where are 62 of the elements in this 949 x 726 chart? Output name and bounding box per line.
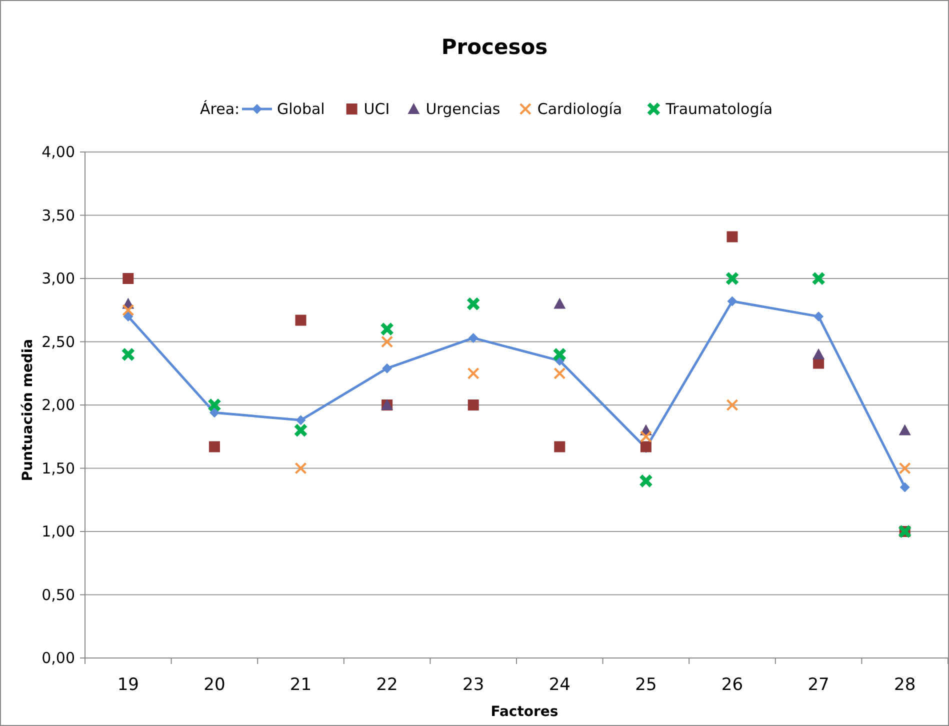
point	[554, 367, 566, 380]
y-tick-label: 0,00	[42, 649, 75, 667]
x-tick-label: 28	[894, 675, 916, 695]
point	[121, 347, 136, 362]
y-tick-label: 1,50	[42, 459, 75, 478]
point	[209, 408, 220, 418]
point	[814, 311, 824, 322]
point	[638, 474, 653, 488]
point	[207, 398, 222, 412]
point	[726, 231, 738, 242]
point	[466, 296, 480, 311]
y-tick-label: 2,00	[42, 396, 75, 414]
point	[208, 441, 220, 452]
point	[380, 336, 394, 348]
x-tick-label: 19	[117, 675, 139, 695]
y-tick-label: 1,00	[42, 522, 75, 540]
point	[382, 363, 392, 374]
x-tick-label: 25	[635, 675, 657, 695]
point	[727, 296, 738, 306]
legend-label: UCI	[364, 100, 390, 118]
y-tick-label: 3,50	[42, 206, 75, 224]
point	[898, 424, 911, 436]
chart-title: Procesos	[441, 35, 548, 59]
point	[812, 348, 825, 360]
legend-label: Global	[277, 100, 325, 118]
legend-label: Urgencias	[426, 100, 500, 118]
point	[640, 430, 652, 443]
point	[552, 347, 567, 362]
x-axis-title: Factores	[490, 704, 558, 720]
x-tick-label: 21	[290, 675, 312, 695]
legend-label: Traumatología	[664, 100, 773, 118]
point	[554, 441, 566, 452]
x-tick-label: 22	[376, 675, 398, 695]
point	[122, 304, 134, 316]
point	[380, 322, 394, 336]
legend-label: Cardiología	[537, 100, 622, 118]
point	[812, 272, 826, 286]
x-tick-label: 26	[721, 675, 744, 695]
point	[468, 332, 478, 343]
y-tick-label: 4,00	[42, 143, 75, 161]
x-tick-label: 27	[808, 675, 830, 695]
x-tick-label: 23	[462, 675, 484, 695]
y-tick-label: 3,00	[42, 270, 75, 288]
x-tick-label: 20	[204, 675, 226, 695]
point	[296, 415, 306, 426]
point	[123, 311, 134, 322]
legend-title: Área:	[200, 100, 240, 118]
point	[898, 462, 911, 474]
x-tick-label: 24	[548, 675, 570, 695]
point	[726, 398, 738, 412]
point	[467, 367, 480, 380]
y-tick-label: 2,50	[42, 332, 75, 351]
point	[295, 314, 306, 326]
point	[122, 273, 134, 284]
point	[725, 272, 740, 286]
point	[294, 462, 307, 474]
point	[468, 400, 479, 410]
point	[294, 423, 308, 438]
point	[554, 298, 566, 309]
y-axis-title: Puntuación media	[20, 338, 36, 482]
point	[900, 482, 910, 492]
y-tick-label: 0,50	[42, 586, 75, 604]
